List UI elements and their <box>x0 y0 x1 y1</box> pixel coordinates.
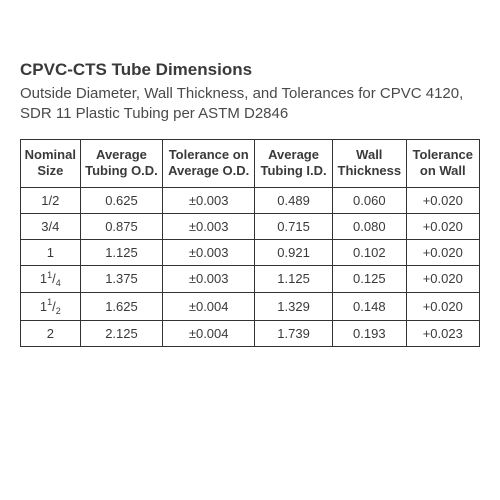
table-cell: 1.375 <box>80 265 163 293</box>
dimensions-table: NominalSizeAverageTubing O.D.Tolerance o… <box>20 139 480 348</box>
table-cell: +0.020 <box>406 293 479 321</box>
table-cell: 0.060 <box>333 187 406 213</box>
table-cell: 3/4 <box>21 213 81 239</box>
table-cell: 2.125 <box>80 321 163 347</box>
page-subtitle: Outside Diameter, Wall Thickness, and To… <box>20 84 480 125</box>
table-row: 11.125±0.0030.9210.102+0.020 <box>21 239 480 265</box>
table-header-cell: Toleranceon Wall <box>406 139 479 187</box>
table-cell: 0.625 <box>80 187 163 213</box>
table-header-cell: WallThickness <box>333 139 406 187</box>
table-cell: ±0.004 <box>163 293 255 321</box>
table-cell: 1.125 <box>255 265 333 293</box>
table-cell: +0.020 <box>406 187 479 213</box>
table-header-cell: NominalSize <box>21 139 81 187</box>
table-cell: 0.125 <box>333 265 406 293</box>
table-cell: 0.875 <box>80 213 163 239</box>
table-row: 11/21.625±0.0041.3290.148+0.020 <box>21 293 480 321</box>
table-row: 22.125±0.0041.7390.193+0.023 <box>21 321 480 347</box>
table-cell: 1.125 <box>80 239 163 265</box>
table-cell: ±0.004 <box>163 321 255 347</box>
table-cell: 1.329 <box>255 293 333 321</box>
table-row: 1/20.625±0.0030.4890.060+0.020 <box>21 187 480 213</box>
table-cell: 0.193 <box>333 321 406 347</box>
table-cell: 0.102 <box>333 239 406 265</box>
table-cell: ±0.003 <box>163 213 255 239</box>
table-cell: 1.625 <box>80 293 163 321</box>
table-cell: ±0.003 <box>163 265 255 293</box>
table-cell: 1.739 <box>255 321 333 347</box>
table-header-row: NominalSizeAverageTubing O.D.Tolerance o… <box>21 139 480 187</box>
table-cell: +0.023 <box>406 321 479 347</box>
page-title: CPVC-CTS Tube Dimensions <box>20 60 480 80</box>
table-cell: 11/4 <box>21 265 81 293</box>
table-cell: 0.489 <box>255 187 333 213</box>
table-header-cell: AverageTubing O.D. <box>80 139 163 187</box>
table-cell: 0.715 <box>255 213 333 239</box>
table-cell: +0.020 <box>406 213 479 239</box>
table-cell: 0.148 <box>333 293 406 321</box>
table-header-cell: Tolerance onAverage O.D. <box>163 139 255 187</box>
table-cell: 11/2 <box>21 293 81 321</box>
table-row: 3/40.875±0.0030.7150.080+0.020 <box>21 213 480 239</box>
table-cell: 1/2 <box>21 187 81 213</box>
table-cell: 2 <box>21 321 81 347</box>
table-header-cell: AverageTubing I.D. <box>255 139 333 187</box>
table-cell: ±0.003 <box>163 187 255 213</box>
table-cell: 0.921 <box>255 239 333 265</box>
table-cell: 0.080 <box>333 213 406 239</box>
table-cell: 1 <box>21 239 81 265</box>
table-row: 11/41.375±0.0031.1250.125+0.020 <box>21 265 480 293</box>
table-cell: ±0.003 <box>163 239 255 265</box>
table-cell: +0.020 <box>406 239 479 265</box>
table-cell: +0.020 <box>406 265 479 293</box>
